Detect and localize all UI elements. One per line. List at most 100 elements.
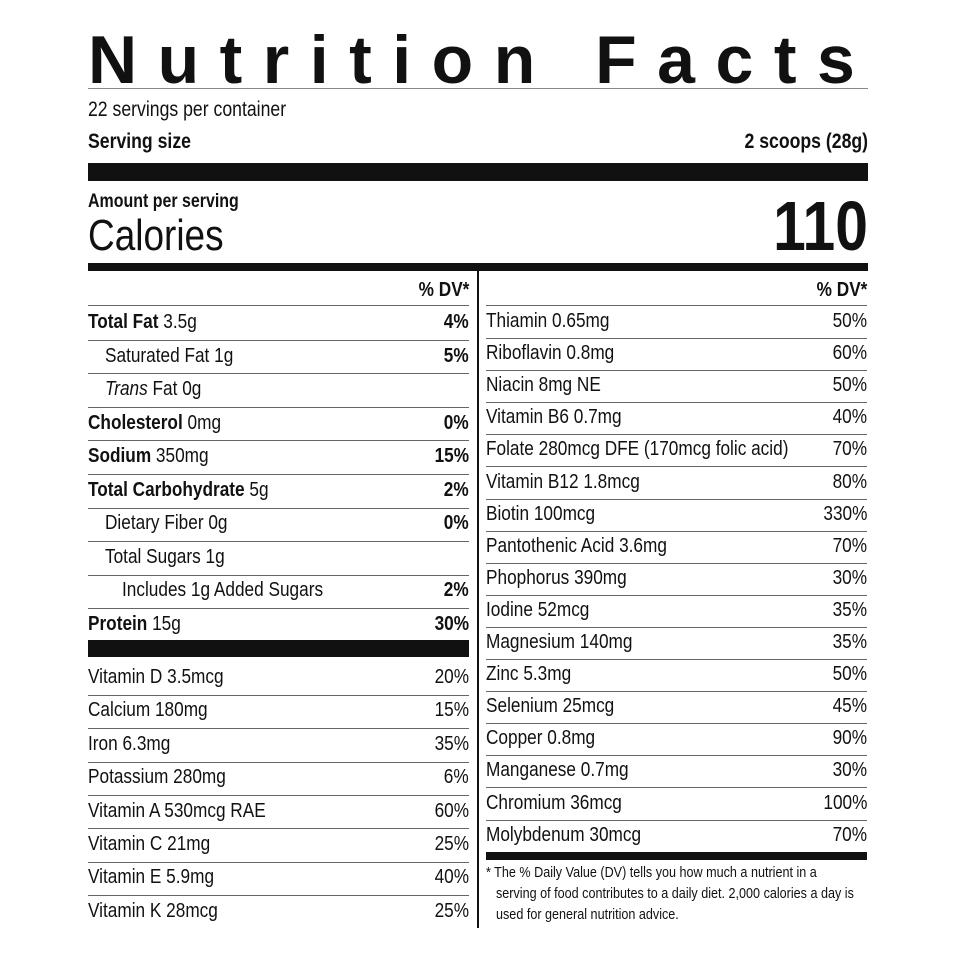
daily-value-percent: 50%	[832, 373, 867, 397]
row-divider	[88, 828, 469, 829]
row-divider	[486, 402, 867, 403]
daily-value-percent: 80%	[832, 469, 867, 493]
nutrient-amount: 3.5g	[158, 310, 197, 333]
daily-value-percent: 30%	[434, 612, 469, 636]
nutrient-amount: Phophorus 390mg	[486, 565, 627, 589]
nutrient-amount: Molybdenum 30mcg	[486, 822, 642, 846]
nutrient-amount: 15g	[147, 612, 181, 636]
thick-divider	[88, 640, 469, 657]
nutrient-name-italic: Trans	[105, 377, 148, 401]
nutrient-amount: Thiamin 0.65mg	[486, 309, 610, 332]
nutrient-amount: Vitamin E 5.9mg	[88, 865, 215, 889]
nutrient-name: Sodium	[88, 444, 152, 468]
daily-value-percent: 40%	[434, 865, 469, 889]
nutrient-label: Riboflavin 0.8mg	[486, 340, 639, 366]
label-title: Nutrition Facts	[88, 22, 876, 98]
daily-value-percent: 5%	[444, 343, 469, 367]
row-divider	[88, 695, 469, 696]
row-divider	[88, 895, 469, 896]
nutrient-label: Vitamin B6 0.7mg	[486, 404, 647, 430]
calories-label: Calories	[88, 211, 224, 260]
row-divider	[486, 755, 867, 756]
nutrient-label: Dietary Fiber 0g	[105, 510, 251, 536]
footnote-line: * The % Daily Value (DV) tells you how m…	[486, 864, 817, 881]
nutrient-amount: Manganese 0.7mg	[486, 758, 629, 782]
daily-value-percent: 20%	[434, 665, 469, 688]
daily-value-percent: 50%	[832, 662, 867, 686]
left-column: % DV* Total Fat 3.5g 4% Saturated Fat 1g 5% T…	[88, 0, 469, 960]
nutrient-label: Calcium 180mg	[88, 697, 230, 723]
daily-value-percent: 0%	[444, 511, 469, 535]
nutrient-label: Magnesium 140mg	[486, 629, 660, 655]
row-divider	[486, 691, 867, 692]
daily-value-percent: 45%	[832, 694, 867, 718]
nutrient-amount: Iodine 52mcg	[486, 597, 590, 621]
nutrient-amount: Iron 6.3mg	[88, 731, 171, 755]
amount-per-serving: Amount per serving	[88, 191, 239, 212]
nutrient-amount: 350mg	[151, 444, 209, 468]
daily-value-percent: 6%	[444, 765, 469, 789]
nutrient-name: Total Carbohydrate	[88, 477, 245, 501]
daily-value-percent: 100%	[822, 790, 867, 814]
row-divider	[88, 373, 469, 374]
nutrient-label: Molybdenum 30mcg	[486, 822, 671, 848]
row-divider	[486, 563, 867, 564]
nutrient-label: Vitamin E 5.9mg	[88, 864, 238, 890]
row-divider	[88, 340, 469, 341]
daily-value-percent: 60%	[832, 341, 867, 365]
row-divider	[486, 338, 867, 339]
nutrient-name: Protein	[88, 612, 148, 636]
nutrient-label: Vitamin C 21mg	[88, 831, 233, 857]
footnote-line: serving of food contributes to a daily d…	[496, 885, 854, 902]
row-divider	[486, 434, 867, 435]
row-divider	[88, 728, 469, 729]
nutrient-label: Potassium 280mg	[88, 764, 252, 790]
nutrient-amount: Fat 0g	[147, 377, 202, 401]
nutrient-amount: Potassium 280mg	[88, 765, 226, 789]
serving-size-value: 2 scoops (28g)	[744, 130, 868, 153]
nutrient-label: Folate 280mcg DFE (170mcg folic acid)	[486, 436, 846, 462]
nutrient-label: Total Fat 3.5g	[88, 309, 218, 335]
nutrient-label: Niacin 8mg NE	[486, 372, 623, 398]
daily-value-percent: 330%	[822, 501, 867, 525]
nutrient-label: Includes 1g Added Sugars	[122, 577, 361, 603]
daily-value-percent: 15%	[434, 444, 469, 468]
nutrient-amount: Zinc 5.3mg	[486, 662, 572, 686]
nutrient-amount: Vitamin K 28mcg	[88, 898, 218, 922]
row-divider	[486, 370, 867, 371]
daily-value-percent: 40%	[832, 405, 867, 429]
row-divider	[88, 575, 469, 576]
nutrient-label: Sodium 350mg	[88, 443, 232, 469]
row-divider	[88, 440, 469, 441]
row-divider	[88, 762, 469, 763]
nutrient-amount: Vitamin C 21mg	[88, 832, 211, 855]
daily-value-percent: 30%	[832, 565, 867, 589]
nutrient-amount: Vitamin D 3.5mcg	[88, 665, 224, 688]
nutrient-amount: Vitamin B6 0.7mg	[486, 405, 622, 429]
nutrient-label: Cholesterol 0mg	[88, 410, 246, 436]
nutrient-label: Iron 6.3mg	[88, 731, 186, 757]
nutrient-amount: Biotin 100mcg	[486, 501, 596, 525]
daily-value-percent: 0%	[444, 410, 469, 434]
daily-value-percent: 2%	[444, 578, 469, 602]
row-divider	[88, 862, 469, 863]
nutrient-amount: 0mg	[182, 410, 222, 434]
nutrient-label: Copper 0.8mg	[486, 725, 616, 751]
nutrient-label: Vitamin D 3.5mcg	[88, 664, 249, 690]
nutrient-label: Vitamin B12 1.8mcg	[486, 469, 669, 495]
nutrient-amount: Total Sugars 1g	[105, 544, 225, 568]
row-divider	[486, 820, 867, 821]
nutrient-amount: Vitamin B12 1.8mcg	[486, 469, 640, 493]
nutrient-amount: Niacin 8mg NE	[486, 373, 601, 397]
servings-per-container: 22 servings per container	[88, 98, 287, 121]
nutrient-label: Pantothenic Acid 3.6mg	[486, 533, 701, 559]
row-divider	[486, 627, 867, 628]
nutrient-amount: Magnesium 140mg	[486, 630, 633, 653]
nutrient-amount: Chromium 36mcg	[486, 790, 622, 814]
column-divider	[477, 271, 479, 928]
row-divider	[486, 499, 867, 500]
daily-value-percent: 25%	[434, 832, 469, 855]
nutrient-amount: Dietary Fiber 0g	[105, 511, 228, 535]
row-divider	[486, 305, 867, 306]
daily-value-percent: 2%	[444, 477, 469, 501]
